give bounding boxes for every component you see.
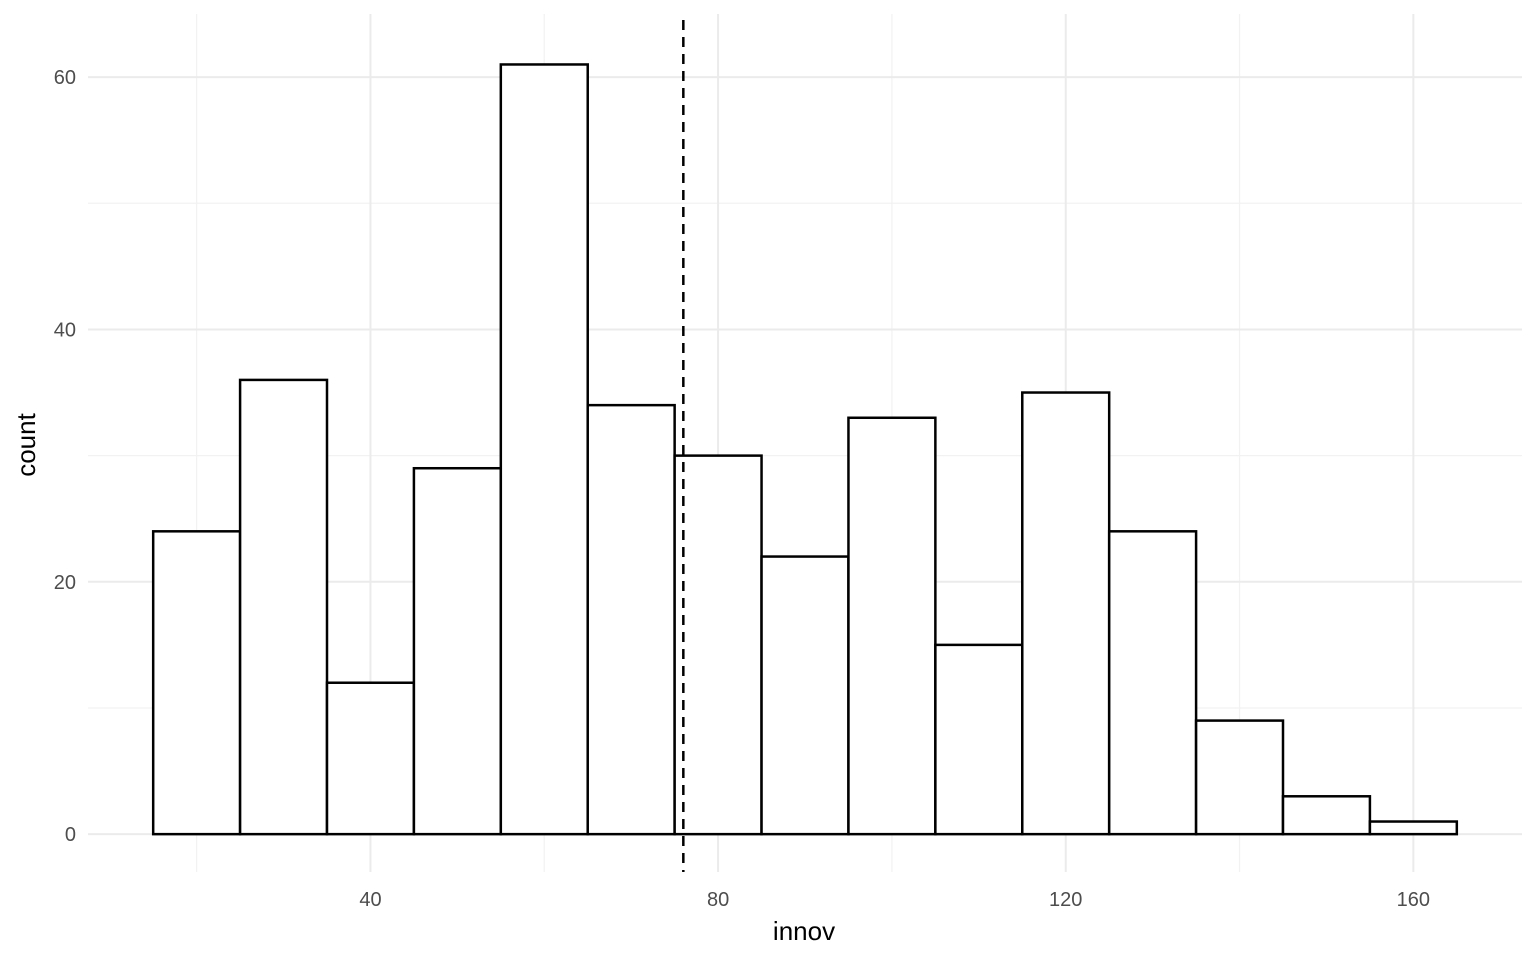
histogram-bar <box>499 63 589 836</box>
x-tick-label: 120 <box>1049 889 1082 911</box>
histogram-bar <box>760 555 850 836</box>
x-axis-title: innov <box>773 916 835 946</box>
x-tick-label: 160 <box>1397 889 1430 911</box>
x-tick-label: 80 <box>707 889 729 911</box>
y-tick-label: 40 <box>54 319 76 341</box>
histogram-bar <box>238 378 329 836</box>
histogram-bar <box>1021 391 1111 836</box>
y-tick-label: 0 <box>65 824 76 846</box>
y-axis-title: count <box>11 412 41 476</box>
histogram-bar <box>1107 530 1198 836</box>
y-axis-tick-labels: 0 20 40 60 <box>54 67 76 846</box>
y-tick-label: 60 <box>54 67 76 89</box>
x-axis-tick-labels: 40 80 120 160 <box>359 889 1430 911</box>
histogram-bar <box>586 403 676 836</box>
histogram-bar <box>1368 820 1459 836</box>
histogram-bar <box>1281 795 1372 836</box>
y-tick-label: 20 <box>54 572 76 594</box>
histogram-bars <box>151 63 1459 836</box>
histogram-bar <box>673 454 763 836</box>
histogram-bar <box>151 530 242 836</box>
histogram-bar <box>1194 719 1285 836</box>
histogram-bar <box>847 416 937 836</box>
histogram-bar <box>325 681 416 836</box>
histogram-bar <box>934 643 1024 836</box>
histogram-bar <box>412 466 503 836</box>
x-tick-label: 40 <box>359 889 381 911</box>
